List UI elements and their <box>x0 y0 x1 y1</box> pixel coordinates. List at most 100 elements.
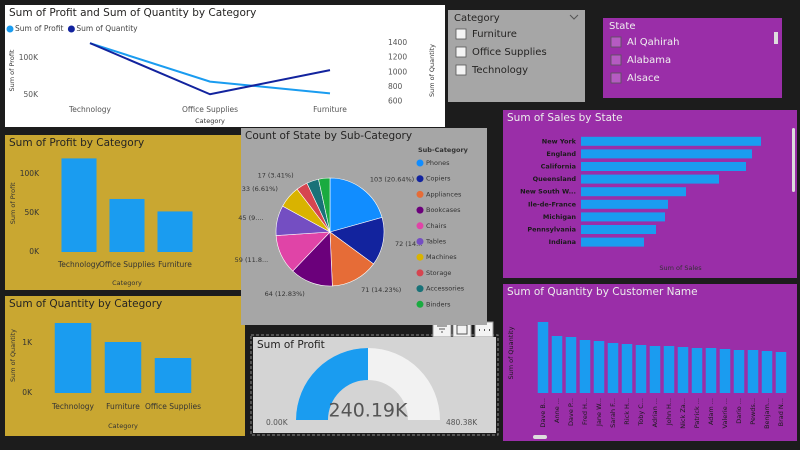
bar <box>537 322 549 393</box>
x-tick-label: Sarah F... <box>609 398 617 428</box>
x-tick-label: Technology <box>51 402 95 411</box>
legend-label: Machines <box>426 253 457 261</box>
x-tick-label: Office Supplies <box>145 402 201 411</box>
x-tick-label: Technology <box>68 105 112 114</box>
x-tick-label: Technology <box>57 260 101 269</box>
slicer-item[interactable]: Furniture <box>472 29 517 40</box>
y-axis-title: Sum of Profit <box>9 182 17 224</box>
legend-label: Tables <box>425 238 447 246</box>
bar <box>581 199 668 209</box>
y2-axis-title: Sum of Quantity <box>428 44 436 97</box>
x-tick-label: Brad N... <box>777 398 785 426</box>
x-tick-label: Dario ... <box>735 398 743 424</box>
slicer-dropdown[interactable] <box>569 14 579 20</box>
slicer-checkbox[interactable] <box>610 54 622 66</box>
legend-label: Binders <box>426 300 451 308</box>
legend-marker <box>6 25 14 33</box>
slicer-item[interactable]: Alabama <box>627 55 671 66</box>
data-label: 59 (11.8... <box>235 256 269 264</box>
x-axis-title: Category <box>195 117 225 125</box>
data-label: 103 (20.64%) <box>370 175 414 183</box>
slicer-checkbox[interactable] <box>610 72 622 84</box>
slicer-panel <box>448 10 585 102</box>
slicer-checkbox[interactable] <box>455 64 467 76</box>
data-label: 72 (14... <box>395 240 422 248</box>
series-line <box>89 42 331 95</box>
y-axis-title: Sum of Quantity <box>9 329 17 382</box>
y-tick-label: Queensland <box>533 175 577 183</box>
slicer-title: Category <box>454 13 500 24</box>
x-tick-label: Valerie ... <box>721 398 729 428</box>
bar <box>104 342 142 393</box>
y2-tick-label: 800 <box>388 82 403 91</box>
visual-title: Sum of Profit by Category <box>9 137 144 149</box>
pie-slice <box>318 177 331 233</box>
slicer-item[interactable]: Alsace <box>627 73 660 84</box>
y-tick-label: California <box>541 163 576 171</box>
x-tick-label: Office Supplies <box>182 105 238 114</box>
legend-marker <box>416 238 424 245</box>
x-tick-label: Adam ... <box>707 398 715 425</box>
visual-title: Sum of Profit and Sum of Quantity by Cat… <box>9 7 256 19</box>
bar <box>593 341 605 393</box>
slicer-item[interactable]: Technology <box>471 65 528 76</box>
x-axis-title: Category <box>112 279 142 287</box>
legend-marker <box>416 285 424 293</box>
bar <box>157 211 193 252</box>
x-tick-label: Dave P... <box>567 398 575 426</box>
bar <box>691 348 703 393</box>
data-label: 33 (6.61%) <box>242 185 278 193</box>
y-tick-label: 50K <box>24 90 40 99</box>
bar <box>581 136 761 146</box>
legend-marker <box>416 269 424 277</box>
slicer-item[interactable]: Al Qahirah <box>627 37 680 48</box>
data-label: 71 (14.23%) <box>361 286 401 294</box>
data-label: 45 (9.... <box>238 214 263 222</box>
slicer-checkbox[interactable] <box>610 36 622 48</box>
y-tick-label: 0K <box>29 247 40 256</box>
filter-icon <box>437 325 447 333</box>
x-tick-label: Adrian ... <box>651 398 659 427</box>
x-tick-label: Rick H... <box>623 398 631 425</box>
legend-label: Storage <box>426 269 451 277</box>
x-axis-title: Category <box>108 422 138 430</box>
slicer-item[interactable]: Office Supplies <box>472 47 547 58</box>
bar <box>761 351 773 393</box>
slicer-checkbox[interactable] <box>455 46 467 58</box>
y-tick-label: 100K <box>19 53 39 62</box>
bar <box>565 337 577 393</box>
slicer-scrollbar <box>774 32 778 44</box>
slicer-checkbox[interactable] <box>455 28 467 40</box>
bar <box>581 187 686 197</box>
y-tick-label: New York <box>542 137 577 145</box>
legend-label: Accessories <box>426 285 465 293</box>
data-label: 17 (3.41%) <box>258 172 294 180</box>
bar <box>621 344 633 393</box>
gauge-max: 480.38K <box>446 418 478 427</box>
y2-tick-label: 1000 <box>388 67 407 76</box>
x-tick-label: Dave B... <box>539 398 547 428</box>
x-tick-label: Furniture <box>313 105 347 114</box>
bar <box>61 158 97 252</box>
bar <box>581 174 719 184</box>
y-tick-label: 50K <box>25 208 41 217</box>
bar <box>733 350 745 393</box>
legend-label: Phones <box>426 159 450 167</box>
y-tick-label: 100K <box>20 169 40 178</box>
selection-border <box>250 334 499 436</box>
bar <box>581 149 752 159</box>
bar <box>579 340 591 393</box>
bar <box>154 358 192 393</box>
visual-title: Sum of Sales by State <box>507 112 623 124</box>
legend-marker <box>67 25 75 33</box>
bar <box>607 343 619 393</box>
x-tick-label: Nick Za... <box>679 398 687 429</box>
legend-marker <box>416 222 424 230</box>
bar <box>54 323 92 393</box>
pie-slice <box>329 177 383 233</box>
legend-marker <box>416 206 424 214</box>
legend-title: Sub-Category <box>418 146 469 154</box>
x-tick-label: John H... <box>665 398 673 426</box>
x-tick-label: Office Supplies <box>99 260 155 269</box>
